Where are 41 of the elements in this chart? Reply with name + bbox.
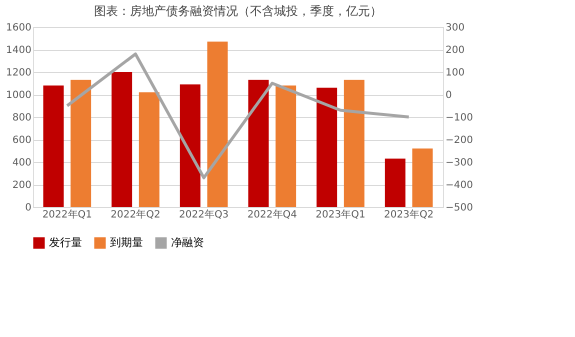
bar — [276, 86, 296, 207]
bar — [112, 72, 132, 207]
y2-tick-label: −100 — [446, 112, 473, 124]
x-tick-label: 2022年Q4 — [247, 208, 298, 220]
y2-tick-label: −500 — [446, 202, 473, 214]
y2-tick-label: −200 — [446, 135, 473, 146]
bar — [344, 80, 364, 207]
bar — [316, 88, 338, 207]
y2-tick-label: 0 — [446, 90, 452, 101]
legend-label: 净融资 — [171, 236, 204, 249]
y2-tick-label: 200 — [446, 45, 465, 56]
y2-tick-label: 100 — [446, 68, 465, 78]
y-tick-label: 1000 — [6, 90, 32, 101]
x-tick-label: 2023年Q2 — [384, 208, 434, 220]
y-tick-label: 0 — [25, 202, 32, 214]
legend-label: 到期量 — [110, 236, 143, 249]
y-tick-label: 1200 — [6, 68, 32, 78]
y-tick-label: 1600 — [6, 22, 32, 34]
y-tick-label: 200 — [12, 180, 32, 191]
bar — [248, 80, 269, 207]
x-tick-label: 2022年Q2 — [110, 208, 160, 220]
y-tick-label: 400 — [12, 158, 32, 168]
bar — [70, 80, 92, 207]
chart-title: 图表：房地产债务融资情况（不含城投，季度，亿元） — [94, 4, 382, 18]
bar — [207, 42, 228, 207]
bar — [138, 92, 160, 207]
x-tick-label: 2022年Q3 — [178, 208, 229, 220]
legend-label: 发行量 — [49, 236, 82, 249]
y2-tick-label: −300 — [446, 158, 473, 168]
y-tick-label: 600 — [12, 135, 32, 146]
y-tick-label: 1400 — [6, 45, 32, 56]
y2-tick-label: −400 — [446, 180, 473, 191]
x-tick-label: 2022年Q1 — [42, 208, 92, 220]
line-series — [66, 52, 410, 180]
bar — [43, 86, 64, 207]
y2-tick-label: 300 — [446, 22, 465, 34]
bar — [412, 148, 433, 207]
bar — [384, 158, 406, 207]
bar — [180, 84, 200, 207]
x-tick-label: 2023年Q1 — [316, 208, 366, 220]
y-tick-label: 800 — [12, 112, 32, 124]
